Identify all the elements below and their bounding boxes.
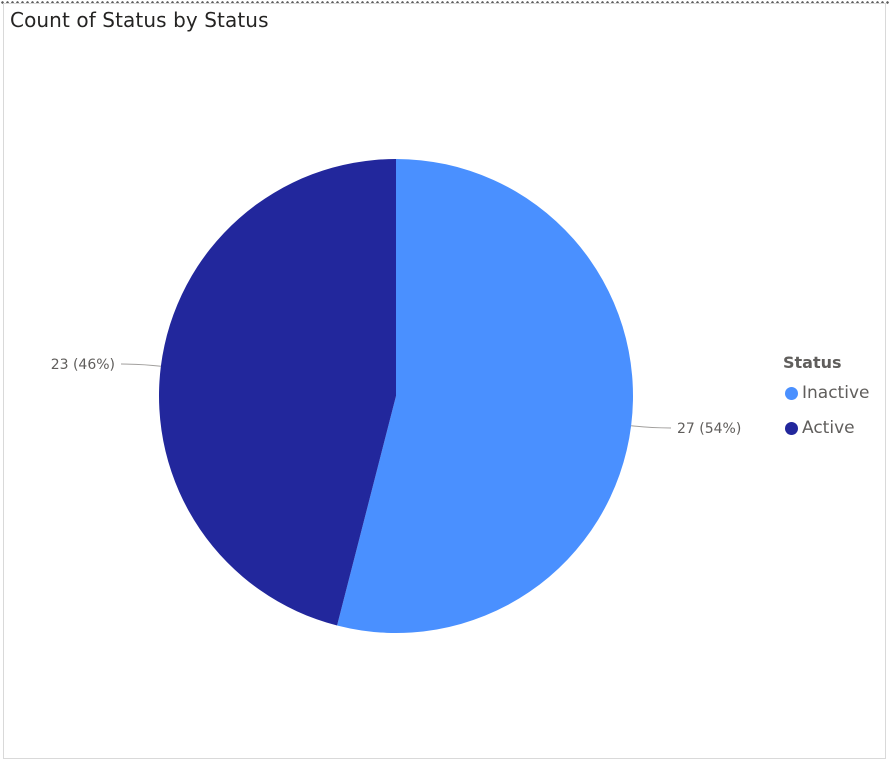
pie-slice-inactive[interactable] [337,159,633,633]
leader-line-active [121,363,161,367]
leader-line-inactive [631,425,671,429]
data-label-inactive: 27 (54%) [677,421,741,437]
legend-marker-inactive [785,386,798,400]
pie-slice-active[interactable] [158,158,396,626]
legend-item-active[interactable]: Active [785,418,855,438]
legend-item-inactive[interactable]: Inactive [785,383,869,403]
legend-marker-active [785,421,798,435]
legend-label-active: Active [802,418,855,438]
legend-title: Status [783,353,842,372]
legend-label-inactive: Inactive [802,383,870,403]
chart-title: Count of Status by Status [10,8,269,32]
data-label-active: 23 (46%) [51,357,115,373]
visual-focus-border [0,0,891,5]
